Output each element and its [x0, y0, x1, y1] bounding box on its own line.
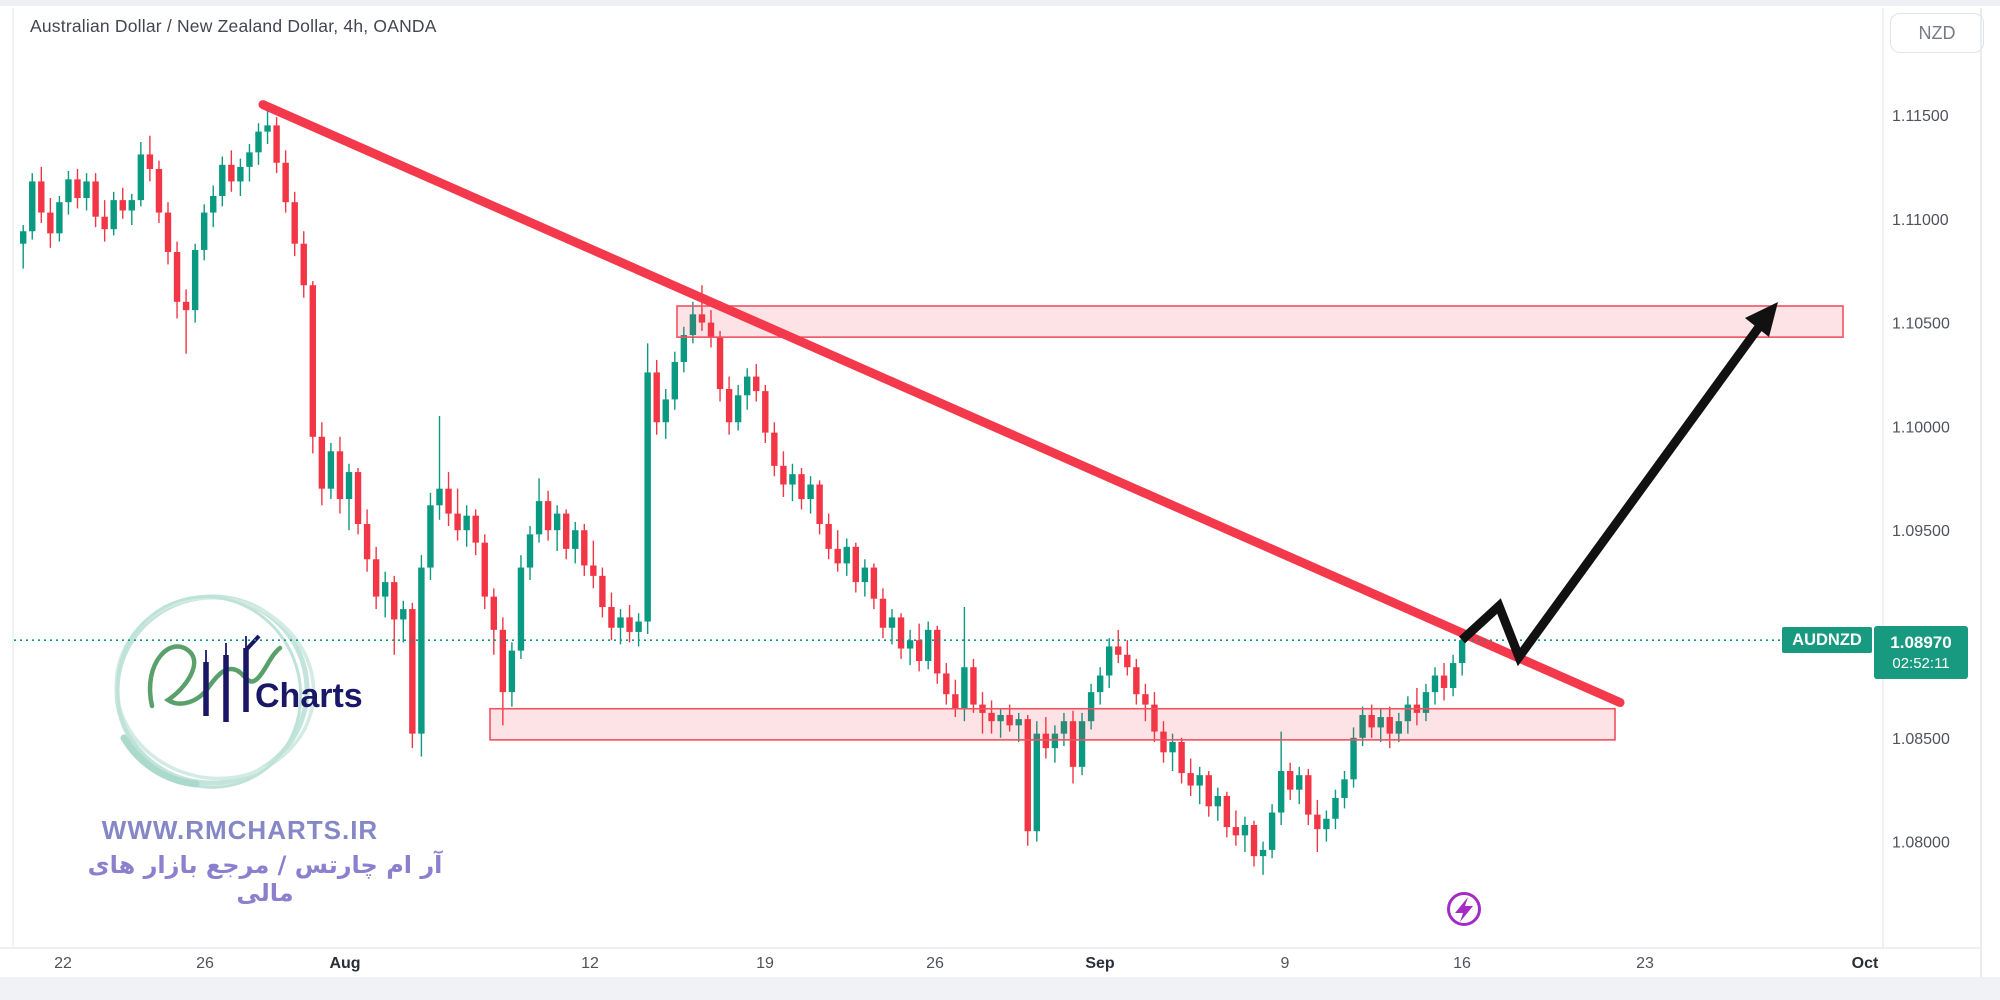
watermark-persian-text: آر ام چارتس / مرجع بازار های مالی [87, 851, 443, 907]
lightning-icon[interactable] [1447, 892, 1481, 926]
window-bottom-strip [0, 977, 2000, 1000]
time-axis-label: 26 [196, 955, 214, 972]
current-price-value: 1.08970 [1890, 633, 1952, 653]
time-axis-label: Oct [1852, 955, 1879, 972]
price-axis-label: 1.08000 [1892, 835, 1950, 852]
time-axis-label: 22 [54, 955, 72, 972]
time-axis-label: 9 [1281, 955, 1290, 972]
currency-toggle-button[interactable]: NZD [1890, 13, 1984, 53]
watermark-website: WWW.RMCHARTS.IR [101, 815, 379, 845]
rm-charts-logo: Charts [114, 594, 363, 789]
current-price-badge[interactable]: 1.08970 02:52:11 [1874, 626, 1968, 679]
price-axis-label: 1.08500 [1892, 731, 1950, 748]
time-axis-label: 26 [926, 955, 944, 972]
resistance-zone [676, 305, 1844, 338]
price-axis[interactable]: 1.11500 1.11000 1.10500 1.10000 1.09500 1.085… [1892, 108, 1950, 852]
price-axis-label: 1.11000 [1892, 212, 1949, 229]
time-axis-label: 16 [1453, 955, 1471, 972]
price-axis-label: 1.09500 [1892, 523, 1950, 540]
time-axis[interactable]: 22 26 Aug 12 19 26 Sep 9 16 23 Oct [54, 955, 1879, 972]
price-axis-label: 1.10500 [1892, 316, 1950, 333]
window-top-strip [0, 0, 2000, 6]
time-axis-label: 23 [1636, 955, 1654, 972]
price-axis-label: 1.10000 [1892, 419, 1950, 436]
logo-candle-strokes [203, 634, 261, 722]
time-axis-label: Aug [329, 955, 360, 972]
bar-countdown-timer: 02:52:11 [1892, 654, 1950, 672]
logo-charts-text: Charts [255, 677, 363, 715]
projection-arrow[interactable] [1458, 302, 1778, 667]
candlesticks [20, 110, 1466, 875]
price-axis-label: 1.11500 [1892, 108, 1949, 125]
symbol-price-label[interactable]: AUDNZD [1782, 627, 1872, 653]
time-axis-label: 19 [756, 955, 774, 972]
descending-trendline[interactable] [258, 100, 1625, 708]
pane-separators [0, 8, 1982, 977]
time-axis-label: Sep [1085, 955, 1115, 972]
chart-title: Australian Dollar / New Zealand Dollar, … [30, 16, 437, 36]
supply-demand-zones[interactable] [489, 305, 1844, 741]
logo-r-monogram [147, 644, 211, 709]
time-axis-label: 12 [581, 955, 599, 972]
support-zone [489, 707, 1616, 741]
